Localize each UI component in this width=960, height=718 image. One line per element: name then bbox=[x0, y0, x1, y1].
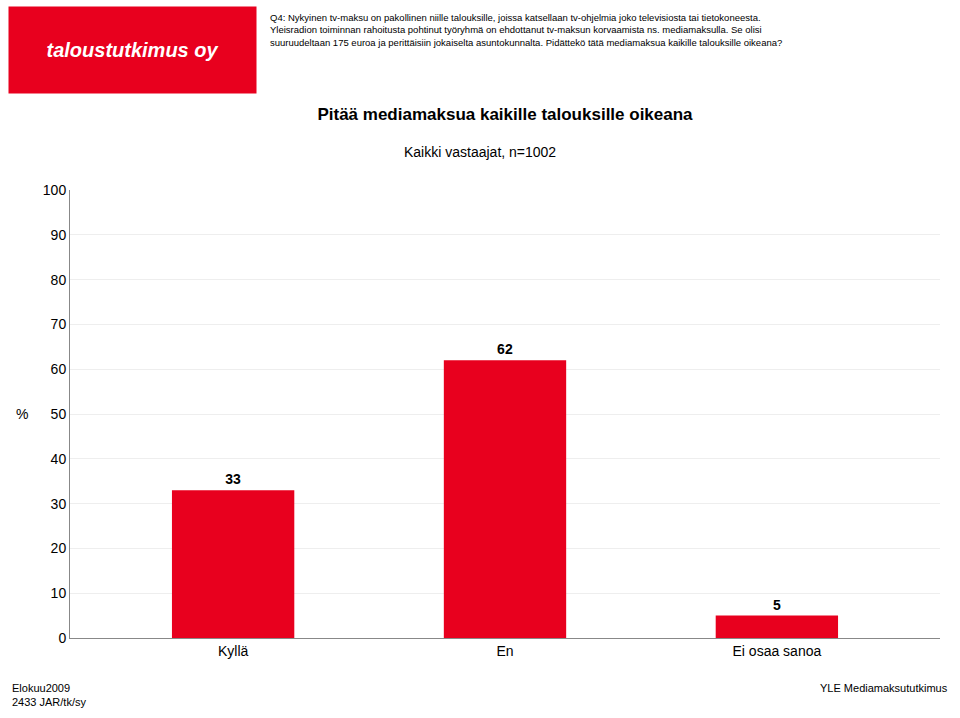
svg-text:70: 70 bbox=[51, 316, 67, 332]
svg-text:90: 90 bbox=[51, 227, 67, 243]
svg-text:taloustutkimus oy: taloustutkimus oy bbox=[46, 39, 218, 61]
svg-text:30: 30 bbox=[51, 496, 67, 512]
svg-text:Elokuu20092433 JAR/tk/sy: Elokuu20092433 JAR/tk/sy bbox=[12, 682, 86, 708]
svg-text:0: 0 bbox=[58, 630, 66, 646]
svg-text:20: 20 bbox=[51, 540, 67, 556]
svg-text:40: 40 bbox=[51, 451, 67, 467]
svg-text:Q4: Nykyinen tv-maksu on pakol: Q4: Nykyinen tv-maksu on pakollinen niil… bbox=[270, 12, 782, 48]
svg-text:10: 10 bbox=[51, 585, 67, 601]
svg-text:60: 60 bbox=[51, 361, 67, 377]
svg-text:62: 62 bbox=[497, 341, 513, 357]
svg-text:Kaikki vastaajat, n=1002: Kaikki vastaajat, n=1002 bbox=[404, 144, 556, 160]
svg-text:Pitää mediamaksua kaikille tal: Pitää mediamaksua kaikille talouksille o… bbox=[317, 105, 693, 124]
svg-text:80: 80 bbox=[51, 272, 67, 288]
svg-text:33: 33 bbox=[225, 471, 241, 487]
svg-text:%: % bbox=[16, 406, 28, 422]
svg-text:En: En bbox=[496, 643, 513, 659]
svg-text:Ei osaa sanoa: Ei osaa sanoa bbox=[733, 643, 822, 659]
svg-text:100: 100 bbox=[43, 182, 67, 198]
svg-text:50: 50 bbox=[51, 406, 67, 422]
svg-text:Kyllä: Kyllä bbox=[218, 643, 249, 659]
svg-text:5: 5 bbox=[773, 597, 781, 613]
svg-text:YLE Mediamaksututkimus: YLE Mediamaksututkimus bbox=[820, 682, 948, 694]
